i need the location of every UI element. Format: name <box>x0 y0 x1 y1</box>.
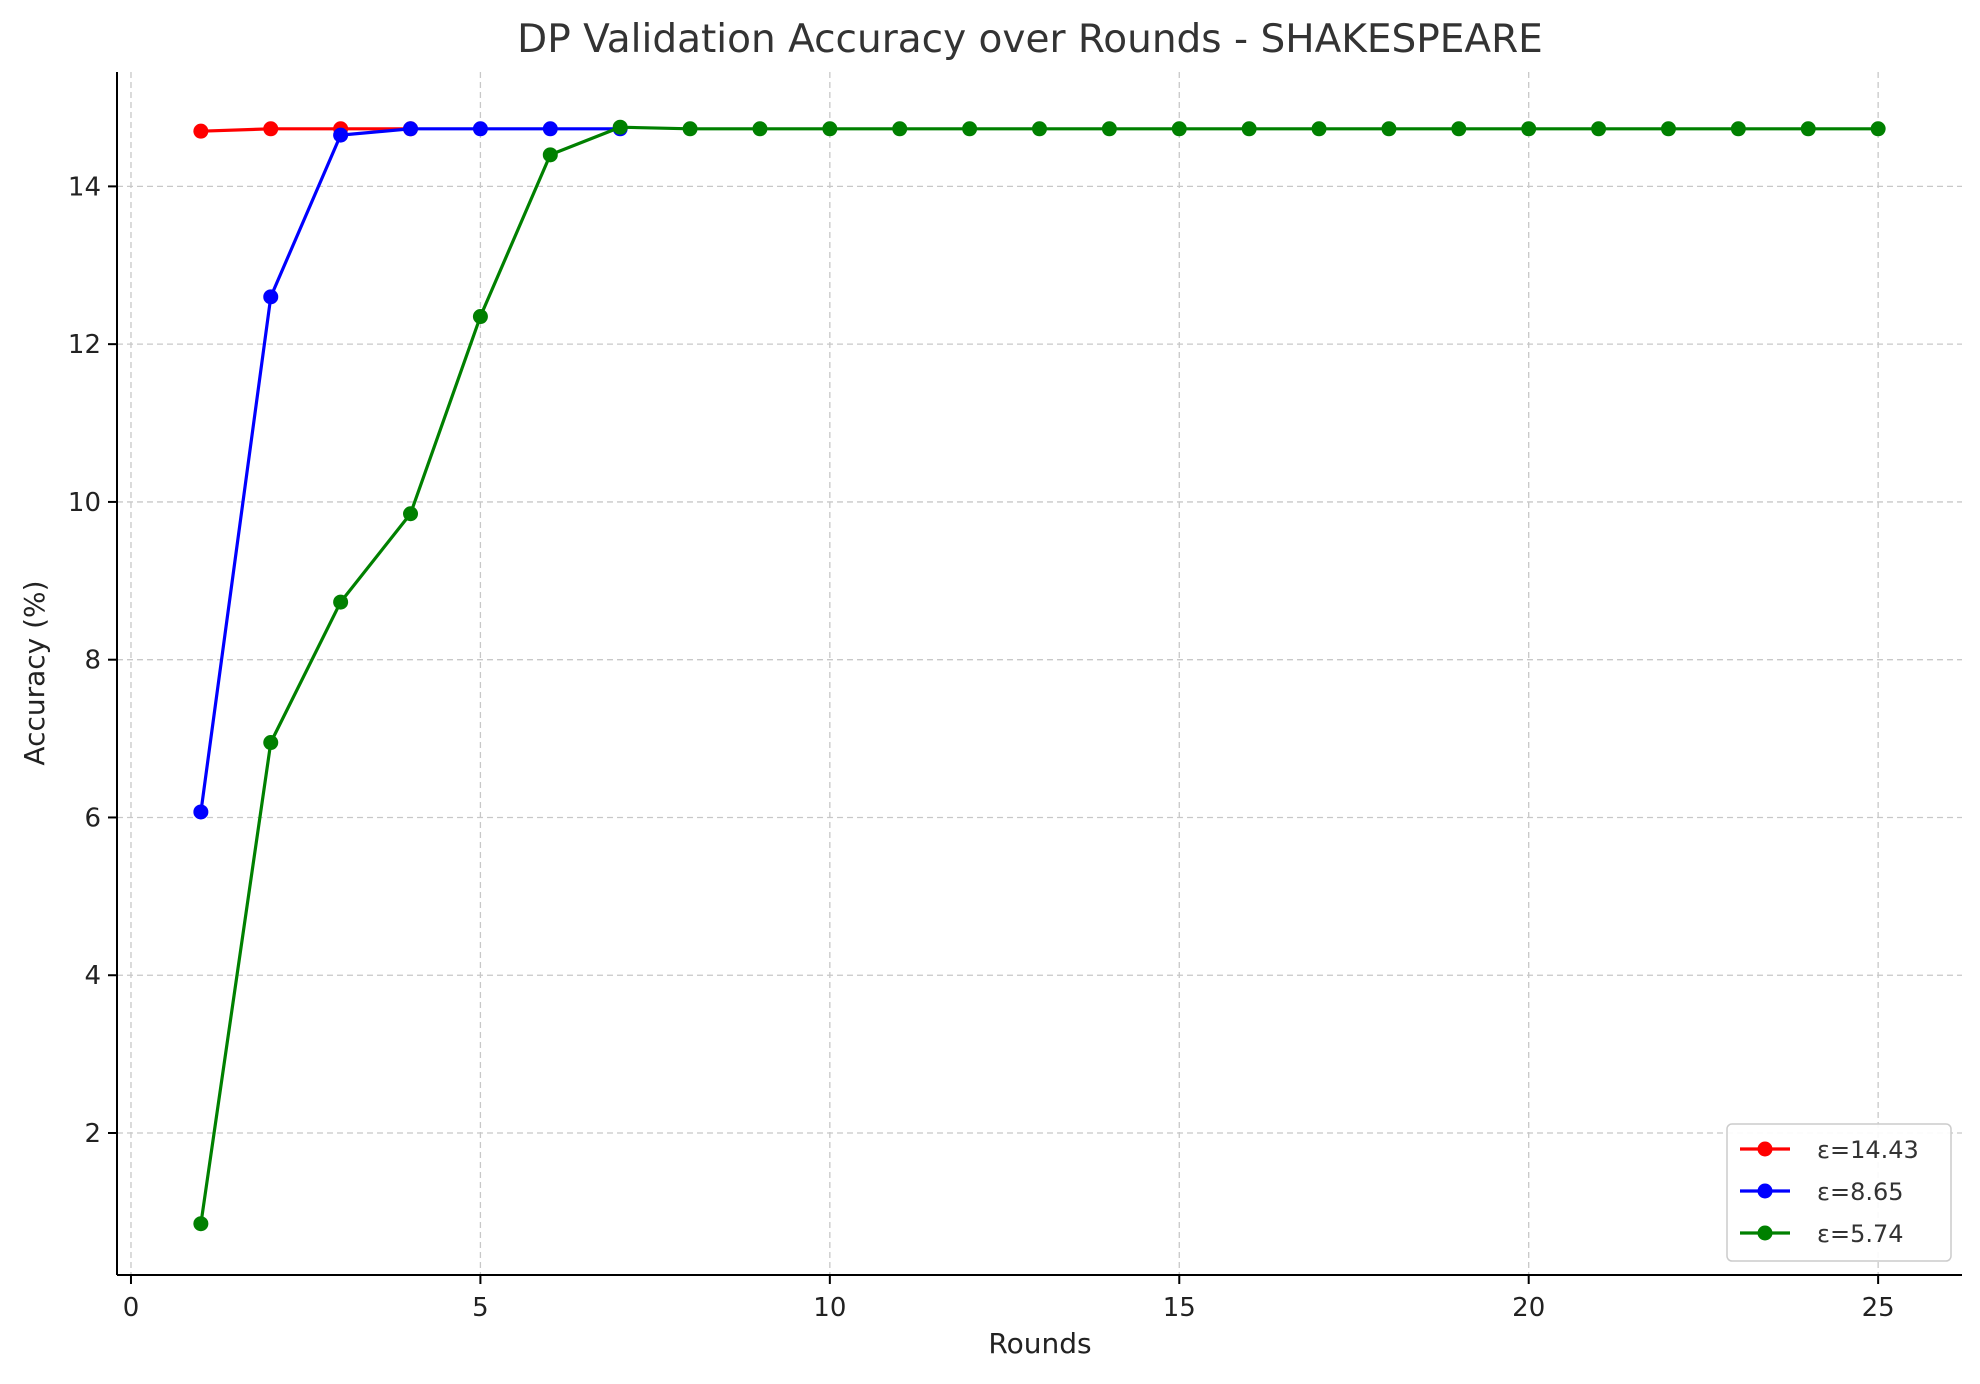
data-point <box>752 121 768 137</box>
legend-label: ε=8.65 <box>1817 1178 1904 1206</box>
data-point <box>263 121 279 137</box>
legend-item: ε=8.65 <box>1740 1178 1904 1206</box>
y-tick-label: 12 <box>68 330 101 360</box>
data-point <box>1101 121 1117 137</box>
legend-box <box>1726 1123 1952 1262</box>
series-line <box>200 127 411 133</box>
y-tick-label: 14 <box>68 172 101 202</box>
x-tick-label: 25 <box>1862 1293 1895 1323</box>
y-tick-label: 2 <box>84 1119 101 1149</box>
series-line <box>199 127 621 813</box>
data-point <box>1032 121 1047 137</box>
data-point <box>822 121 838 137</box>
data-point <box>1241 121 1257 137</box>
data-point <box>1311 121 1327 137</box>
grid-layer <box>117 72 1962 1275</box>
y-tick-label: 4 <box>84 961 101 991</box>
x-tick-label: 5 <box>472 1293 489 1323</box>
y-tick-label: 6 <box>84 803 101 833</box>
legend-item: ε=14.43 <box>1740 1136 1919 1164</box>
data-point <box>263 735 279 751</box>
data-point <box>1660 121 1676 137</box>
data-point <box>1800 121 1816 137</box>
data-point <box>1870 121 1886 137</box>
data-point <box>403 121 419 137</box>
data-point <box>1730 121 1746 137</box>
chart-title: DP Validation Accuracy over Rounds - SHA… <box>517 17 1543 62</box>
series-2 <box>193 121 628 820</box>
data-point <box>682 121 698 137</box>
data-point <box>193 1216 209 1232</box>
x-tick-label: 10 <box>813 1293 846 1323</box>
data-point <box>1451 121 1467 137</box>
data-point <box>193 804 209 820</box>
data-point <box>472 121 488 137</box>
y-tick-label: 8 <box>84 646 101 676</box>
data-point <box>612 119 628 135</box>
data-point <box>1381 121 1397 137</box>
series-layer <box>193 119 1886 1232</box>
legend-swatch-marker <box>1757 1225 1773 1241</box>
axes-layer: 0 5 10 15 20 25 2 4 6 8 10 12 14 <box>68 72 1962 1323</box>
data-point <box>472 309 488 325</box>
data-point <box>1171 121 1187 137</box>
data-point <box>403 506 419 522</box>
x-tick-label: 15 <box>1163 1293 1196 1323</box>
x-axis-label: Rounds <box>988 1327 1091 1360</box>
x-tick-label: 0 <box>123 1293 140 1323</box>
y-axis-label: Accuracy (%) <box>18 580 51 765</box>
data-point <box>542 147 558 163</box>
legend: ε=14.43 ε=8.65 ε=5.74 <box>1726 1123 1952 1262</box>
y-tick-label: 10 <box>68 488 101 518</box>
data-point <box>263 289 279 305</box>
data-point <box>962 121 978 137</box>
series-3 <box>193 119 1886 1232</box>
data-point <box>193 123 209 139</box>
legend-label: ε=14.43 <box>1817 1136 1919 1164</box>
legend-item: ε=5.74 <box>1740 1220 1904 1248</box>
data-point <box>1521 121 1537 137</box>
data-point <box>542 121 558 137</box>
series-line <box>199 125 1879 1224</box>
x-tick-label: 20 <box>1512 1293 1545 1323</box>
legend-swatch-marker <box>1757 1141 1773 1157</box>
data-point <box>333 594 349 610</box>
data-point <box>333 127 349 143</box>
legend-swatch-marker <box>1757 1183 1773 1199</box>
data-point <box>892 121 908 137</box>
legend-label: ε=5.74 <box>1817 1220 1904 1248</box>
data-point <box>1591 121 1607 137</box>
